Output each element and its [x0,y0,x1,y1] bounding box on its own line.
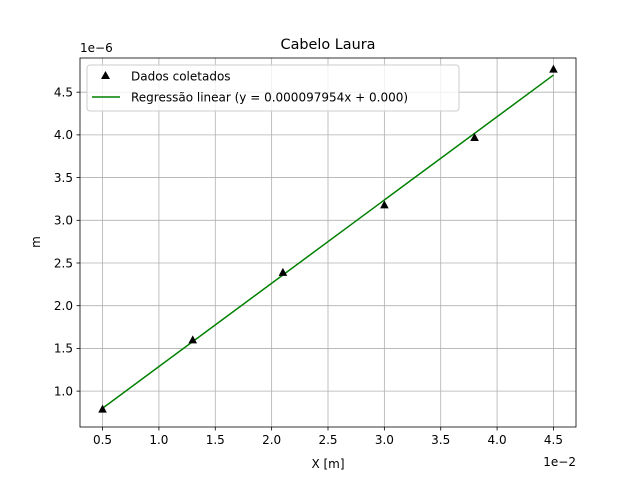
legend: Dados coletados Regressão linear (y = 0.… [86,64,460,112]
legend-entry-scatter-label: Dados coletados [131,70,231,84]
x-tick-label: 2.5 [318,433,337,447]
data-point [98,404,107,413]
legend-triangle-marker-icon [101,71,110,79]
data-point [188,335,198,344]
x-tick-label: 4.5 [544,433,563,447]
x-tick-label: 0.5 [93,433,112,447]
regression-line [102,74,554,409]
y-tick-label: 2.0 [54,299,73,313]
x-axis-offset-text: 1e−2 [543,455,576,469]
data-point [470,132,479,141]
y-axis-offset-text: 1e−6 [80,41,113,55]
data-point [549,64,558,73]
data-point [278,267,288,276]
y-tick-label: 1.5 [54,342,73,356]
y-axis-label: m [29,236,43,248]
x-tick-label: 2.0 [262,433,281,447]
y-tick-label: 3.5 [54,171,73,185]
x-axis-label: X [m] [311,457,344,471]
x-tick-label: 4.0 [488,433,507,447]
x-tick-label: 3.0 [375,433,394,447]
y-axis-ticks: 1.0 1.5 2.0 2.5 3.0 3.5 4.0 4.5 [54,85,80,398]
legend-box [86,64,460,112]
y-tick-label: 3.0 [54,214,73,228]
y-tick-label: 1.0 [54,384,73,398]
chart-title: Cabelo Laura [281,37,376,53]
legend-entry-line-label: Regressão linear (y = 0.000097954x + 0.0… [131,91,408,105]
data-point [380,200,389,209]
x-tick-label: 1.5 [206,433,225,447]
regression-line-series [102,74,554,409]
y-tick-label: 4.0 [54,128,73,142]
x-tick-label: 3.5 [431,433,450,447]
y-tick-label: 2.5 [54,256,73,270]
x-tick-label: 1.0 [149,433,168,447]
x-axis-ticks: 0.5 1.0 1.5 2.0 2.5 3.0 3.5 4.0 4.5 [93,427,563,447]
data-points-series [98,64,558,413]
y-tick-label: 4.5 [54,85,73,99]
